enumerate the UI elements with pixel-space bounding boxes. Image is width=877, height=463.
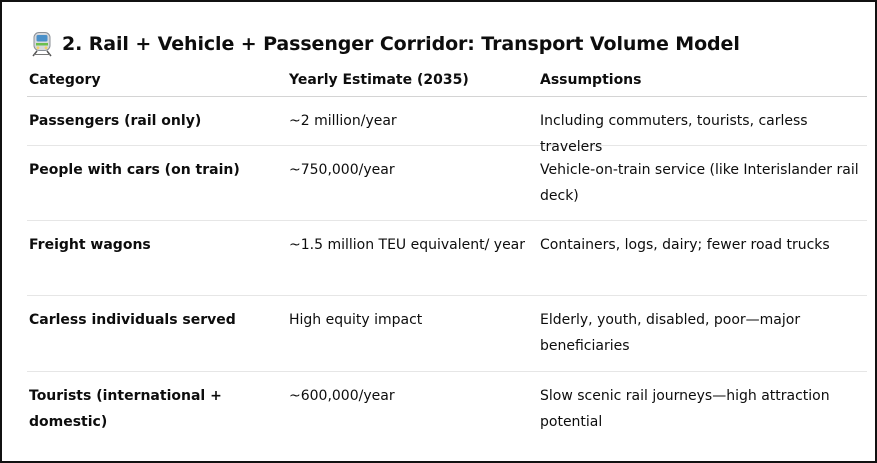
header-assumptions: Assumptions: [540, 72, 642, 88]
table-row: People with cars (on train) ~750,000/yea…: [27, 146, 867, 221]
header-yearly-estimate: Yearly Estimate (2035): [289, 72, 469, 88]
cell-category: Tourists (international + domestic): [29, 388, 222, 430]
section-heading-text: 2. Rail + Vehicle + Passenger Corridor: …: [62, 33, 740, 55]
cell-estimate: ~2 million/year: [289, 113, 397, 129]
section-heading: 2. Rail + Vehicle + Passenger Corridor: …: [29, 30, 740, 58]
cell-category: Carless individuals served: [29, 312, 236, 328]
table-header: Category Yearly Estimate (2035) Assumpti…: [27, 64, 867, 97]
cell-category: Passengers (rail only): [29, 113, 202, 129]
cell-assumptions: Vehicle-on-train service (like Interisla…: [540, 162, 859, 204]
cell-assumptions: Containers, logs, dairy; fewer road truc…: [540, 237, 830, 253]
table-row: Freight wagons ~1.5 million TEU equivale…: [27, 221, 867, 296]
cell-estimate: High equity impact: [289, 312, 423, 328]
cell-assumptions: Elderly, youth, disabled, poor—major ben…: [540, 312, 801, 354]
cell-estimate: ~750,000/year: [289, 162, 395, 178]
transport-volume-table: Category Yearly Estimate (2035) Assumpti…: [27, 64, 867, 448]
cell-category: Freight wagons: [29, 237, 151, 253]
table-row: Carless individuals served High equity i…: [27, 296, 867, 372]
header-category: Category: [29, 72, 101, 88]
cell-category: People with cars (on train): [29, 162, 240, 178]
table-row: Passengers (rail only) ~2 million/year I…: [27, 97, 867, 155]
cell-assumptions: Slow scenic rail journeys—high attractio…: [540, 388, 830, 430]
table-row: Tourists (international + domestic) ~600…: [27, 372, 867, 448]
cell-assumptions: Including commuters, tourists, carless t…: [540, 113, 808, 155]
train-icon: [29, 31, 55, 57]
cell-estimate: ~600,000/year: [289, 388, 395, 404]
cell-estimate: ~1.5 million TEU equivalent/ year: [289, 237, 526, 253]
